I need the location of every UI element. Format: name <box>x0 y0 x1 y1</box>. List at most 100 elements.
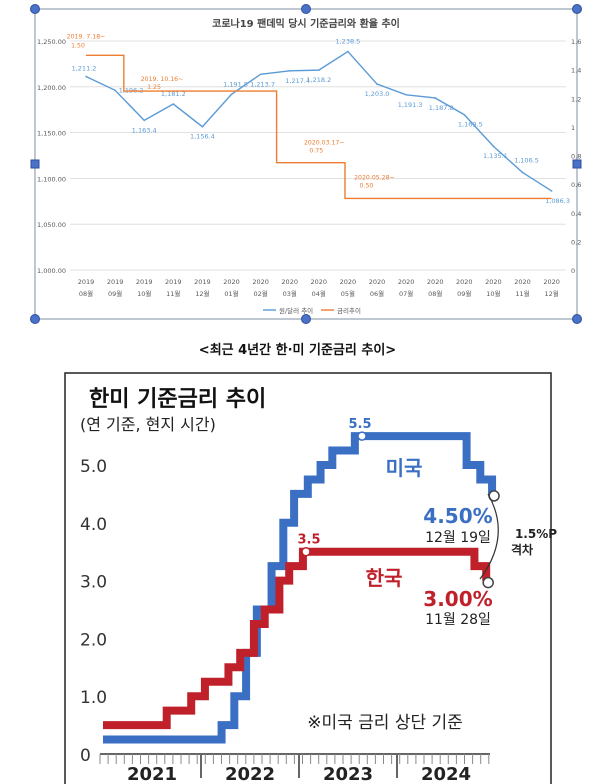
x-tick-label: 2021 <box>127 764 177 784</box>
y-right-tick: 0.6 <box>571 181 581 189</box>
y-left-tick: 1,050.00 <box>37 221 66 229</box>
x-tick-month: 04월 <box>312 289 326 298</box>
rate-annotation-date: 2020.03.17~ <box>304 140 345 147</box>
kr-peak-label: 3.5 <box>297 533 320 548</box>
rate-annotation-value: 0.75 <box>309 148 323 155</box>
fx-rate-point <box>405 93 407 96</box>
fx-rate-label: 1,163.4 <box>132 126 157 134</box>
x-tick-month: 03월 <box>283 289 297 298</box>
x-tick-year: 2020 <box>252 278 269 286</box>
x-tick-year: 2020 <box>427 278 444 286</box>
us-end-value: 4.50% <box>423 504 492 528</box>
gap-bracket <box>479 493 499 580</box>
us-peak-marker <box>357 431 367 441</box>
y-tick-label: 2.0 <box>80 630 107 650</box>
fx-rate-label: 1,196.2 <box>119 86 144 94</box>
fx-rate-label: 1,191.3 <box>398 101 423 109</box>
us-rate-line <box>103 432 497 744</box>
us-end-date: 12월 19일 <box>425 530 491 546</box>
x-tick-year: 2019 <box>165 278 182 286</box>
y-tick-label: 5.0 <box>80 457 107 477</box>
resize-handle <box>572 159 582 169</box>
x-tick-year: 2020 <box>398 278 415 286</box>
rate-annotation-date: 2019. 7.18~ <box>67 33 106 40</box>
x-tick-year: 2019 <box>78 278 95 286</box>
y-right-tick: 0.4 <box>571 210 581 218</box>
x-tick-year: 2019 <box>107 278 124 286</box>
x-tick-label: 2024 <box>421 764 471 784</box>
fx-rate-point <box>201 125 204 128</box>
y-right-tick: 1 <box>571 124 575 132</box>
korea-us-rate-chart: 한미 기준금리 추이 (연 기준, 현지 시간) 0 1.0 2.0 3.0 4.0 5.0 2… <box>64 372 557 784</box>
x-tick-label: 2023 <box>323 764 373 784</box>
x-tick-month: 09월 <box>108 289 122 298</box>
chart-note: ※미국 금리 상단 기준 <box>307 713 463 733</box>
x-tick-year: 2020 <box>281 278 298 286</box>
y-right-tick: 1.2 <box>571 95 581 103</box>
x-tick-year: 2020 <box>311 278 328 286</box>
y-right-tick: 1.4 <box>571 67 581 75</box>
x-tick-year: 2020 <box>543 278 560 286</box>
y-tick-label: 0 <box>80 746 91 766</box>
fx-rate-label: 1,218.2 <box>306 76 331 84</box>
x-tick-month: 11월 <box>515 289 529 298</box>
fx-rate-point <box>521 171 524 174</box>
x-tick-month: 10월 <box>137 289 151 298</box>
fx-rate-label: 1,106.5 <box>514 156 539 164</box>
y-right-tick: 0.2 <box>571 238 581 246</box>
legend-fx-label: 원/달러 추이 <box>279 306 313 315</box>
fx-rate-label: 1,135.1 <box>483 152 508 160</box>
x-tick-month: 08월 <box>79 289 93 298</box>
x-tick-label: 2022 <box>225 764 275 784</box>
fx-rate-point <box>288 70 291 72</box>
x-tick-month: 12월 <box>195 289 209 298</box>
y-right-tick: 0 <box>571 267 575 275</box>
fx-rate-point <box>143 119 145 122</box>
rate-annotation-date: 2019. 10.16~ <box>141 76 184 83</box>
kr-end-value: 3.00% <box>423 587 492 611</box>
resize-handle <box>301 314 311 324</box>
x-tick-month: 08월 <box>428 289 442 298</box>
chart-title: 한미 기준금리 추이 <box>89 387 266 412</box>
resize-handle <box>301 4 311 14</box>
kr-series-name: 한국 <box>366 566 403 590</box>
fx-rate-label: 1,187.8 <box>429 104 454 112</box>
gap-value: 1.5%P <box>515 527 557 541</box>
resize-handle <box>30 159 40 169</box>
x-tick-year: 2020 <box>456 278 473 286</box>
y-tick-label: 1.0 <box>80 688 107 708</box>
fx-rate-point <box>347 50 349 53</box>
y-tick-label: 3.0 <box>80 573 107 593</box>
chart-frame <box>34 8 578 320</box>
x-tick-month: 01월 <box>224 289 238 298</box>
x-tick-year: 2019 <box>136 278 153 286</box>
fx-rate-point <box>114 89 116 92</box>
fx-rate-label: 1,191.8 <box>223 80 248 88</box>
fx-rate-point <box>376 83 378 85</box>
legend-rate-label: 금리추이 <box>337 306 361 315</box>
x-tick-month: 05월 <box>341 289 355 298</box>
x-tick-month: 12월 <box>544 289 558 298</box>
fx-rate-point <box>230 93 233 96</box>
x-tick-month: 07월 <box>399 289 413 298</box>
fx-rate-point <box>172 103 175 105</box>
us-peak-label: 5.5 <box>348 417 371 432</box>
fx-rate-label: 1,213.7 <box>250 80 275 88</box>
fx-rate-point <box>259 73 262 76</box>
x-tick-year: 2020 <box>485 278 502 286</box>
y-left-tick: 1,200.00 <box>37 84 66 92</box>
fx-rate-point <box>492 145 495 148</box>
fx-rate-point <box>85 75 87 78</box>
fx-rate-label: 1,181.2 <box>161 90 186 98</box>
y-left-tick: 1,150.00 <box>37 130 66 138</box>
kr-end-marker <box>482 576 494 589</box>
chart-subtitle: (연 기준, 현지 시간) <box>80 415 216 434</box>
fx-rate-point <box>318 69 320 71</box>
fx-rate-point <box>463 113 466 116</box>
x-tick-year: 2019 <box>194 278 211 286</box>
y-right-tick: 0.8 <box>571 153 581 161</box>
kr-end-date: 11월 28일 <box>425 612 491 628</box>
rate-annotation-value: 0.50 <box>360 182 374 189</box>
rate-annotation-date: 2020.05.28~ <box>354 174 395 181</box>
rate-line <box>86 54 552 200</box>
